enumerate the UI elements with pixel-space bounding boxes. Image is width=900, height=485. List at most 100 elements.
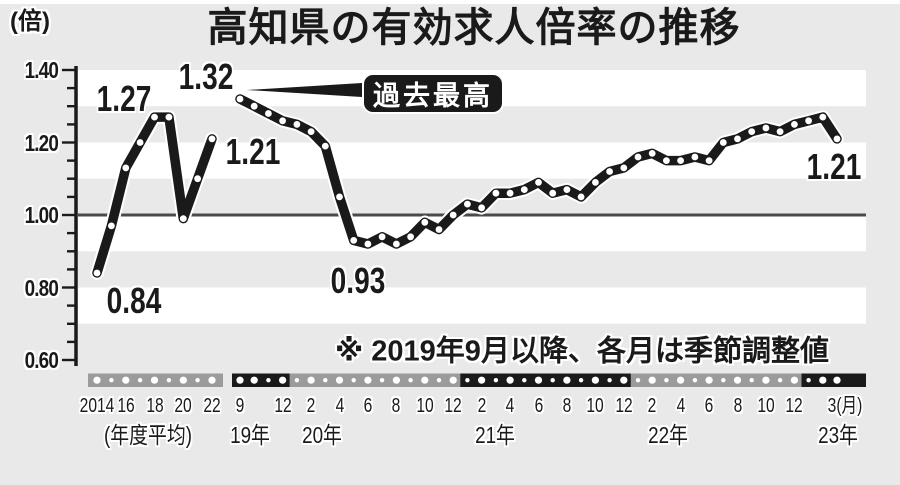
strip-dot [705, 376, 713, 384]
x-tick-label: 9 [235, 395, 245, 417]
strip-dot [250, 376, 258, 384]
strip-dot [436, 378, 442, 383]
data-point [592, 179, 599, 186]
x-group-label: 20年 [302, 422, 342, 448]
data-point [279, 117, 286, 125]
data-point [321, 142, 329, 150]
data-point [93, 269, 101, 277]
data-point [776, 128, 784, 136]
y-tick-label: 1.00 [24, 202, 59, 228]
value-annotation: 0.93 [330, 260, 386, 301]
strip-dot [550, 378, 555, 383]
data-point [606, 168, 613, 175]
x-tick-label: 10 [586, 395, 604, 417]
data-point [535, 179, 542, 186]
strip-dot [790, 376, 799, 384]
strip-20年 [289, 373, 461, 387]
strip-dot [478, 376, 486, 384]
callout-pointer [247, 82, 370, 98]
x-tick-label: 16 [117, 395, 135, 417]
strip-dot [620, 376, 628, 384]
strip-dot [421, 376, 429, 384]
strip-dot [392, 376, 400, 384]
strip-dot [279, 376, 287, 384]
x-tick-label: 10 [757, 395, 775, 417]
data-point [691, 153, 699, 161]
strip-22年 [630, 373, 802, 387]
y-axis-unit-label: (倍) [10, 8, 50, 35]
strip-dot [195, 378, 200, 383]
x-tick-label: 2 [477, 395, 487, 417]
x-tick-label: 18 [146, 395, 164, 417]
x-tick-label: 4 [676, 395, 686, 417]
data-point [293, 121, 301, 128]
x-group-label: 21年 [475, 422, 515, 448]
data-point [265, 110, 272, 117]
data-point [748, 128, 756, 136]
data-point [549, 189, 557, 197]
strip-dot [364, 376, 372, 384]
x-tick-label: 10 [416, 395, 434, 417]
data-point [378, 233, 386, 241]
data-point [179, 215, 187, 223]
data-point [734, 135, 741, 143]
value-annotation: 1.21 [806, 146, 862, 187]
data-point [791, 121, 798, 128]
strip-dot [578, 378, 584, 383]
strip-dot [563, 376, 571, 384]
data-point [250, 102, 258, 110]
strip-dot [122, 376, 130, 384]
strip-dot [109, 378, 114, 383]
data-point [122, 164, 130, 172]
x-tick-label: 2 [647, 395, 657, 417]
y-tick-label: 1.20 [24, 130, 59, 156]
data-point [108, 222, 115, 230]
data-point [407, 233, 414, 241]
data-point [719, 139, 727, 146]
strip-dot [307, 376, 315, 384]
data-point [478, 204, 485, 212]
data-point [648, 150, 656, 157]
data-point [208, 135, 216, 143]
data-point [663, 157, 670, 165]
y-tick-label: 0.60 [24, 347, 59, 373]
x-tick-label: 6 [534, 395, 544, 417]
strip-dot [733, 376, 742, 384]
data-point [151, 113, 158, 121]
data-point [165, 113, 173, 121]
data-point [520, 186, 528, 194]
data-point [421, 218, 429, 226]
grid-band [78, 215, 866, 252]
x-tick-label: 4 [335, 395, 345, 417]
x-tick-label: 8 [562, 395, 572, 417]
strip-dot [677, 376, 685, 384]
grid-band [78, 287, 866, 324]
strip-dot [749, 378, 754, 383]
strip-dot [534, 376, 543, 384]
x-tick-label: 12 [615, 395, 633, 417]
strip-dot [236, 376, 244, 384]
strip-dot [762, 376, 770, 384]
strip-dot [493, 378, 499, 383]
x-group-label: (年度平均) [103, 422, 193, 448]
data-point [364, 240, 372, 248]
strip-dot [179, 376, 187, 384]
y-tick-label: 0.80 [24, 275, 59, 301]
x-tick-label: 8 [733, 395, 743, 417]
strip-dot [648, 376, 656, 384]
data-point [634, 153, 642, 161]
data-point [563, 186, 571, 194]
strip-dot [591, 376, 600, 384]
strip-dot [806, 378, 811, 383]
data-point [464, 200, 471, 208]
top-white-strip [0, 0, 900, 4]
value-annotation: 0.84 [106, 280, 162, 321]
x-tick-label: 6 [363, 395, 373, 417]
data-point [577, 193, 585, 201]
strip-dot [150, 376, 159, 384]
strip-19年 [232, 373, 290, 387]
data-point [307, 128, 315, 136]
x-tick-label: 4 [505, 395, 515, 417]
data-point [762, 124, 770, 132]
data-point [236, 95, 244, 103]
